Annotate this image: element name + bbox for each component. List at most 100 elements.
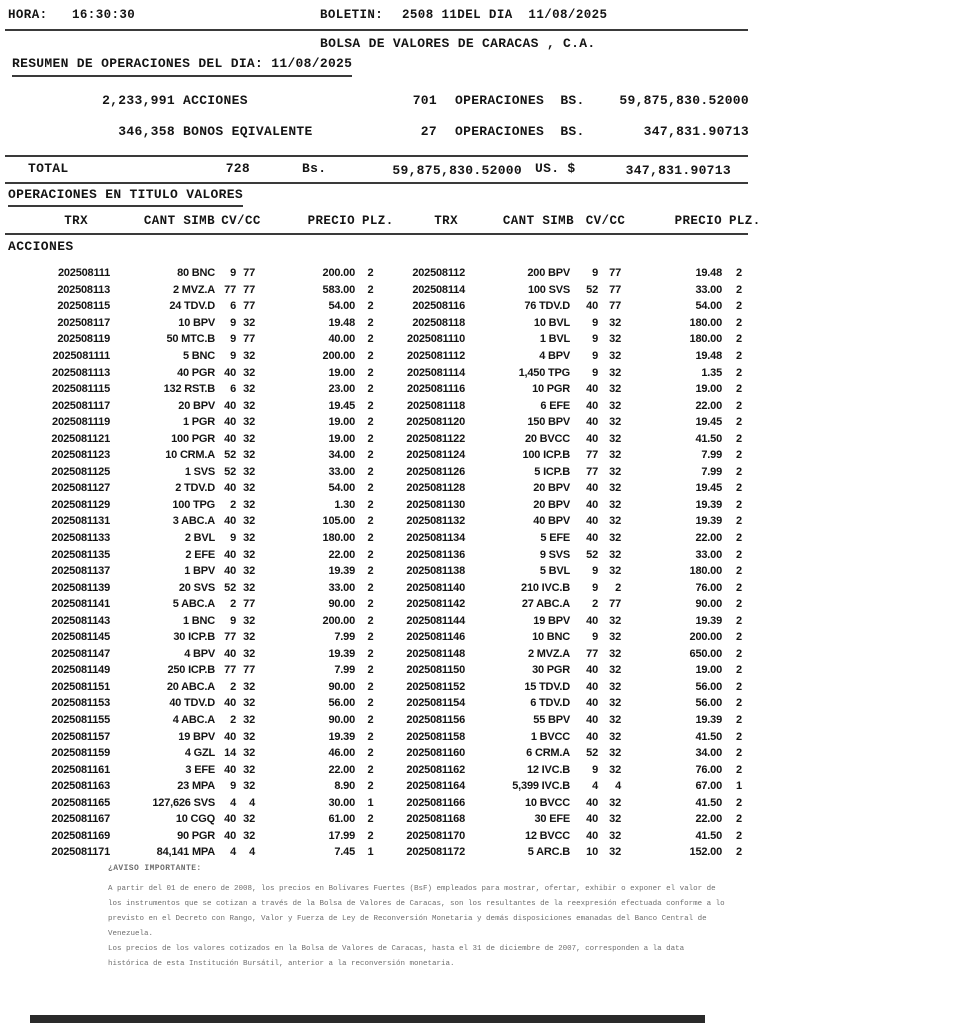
table-row: 2025081149 250 ICP.B 77 77 7.99 2 2025081150 30… <box>0 662 752 679</box>
cc-cell: 32 <box>243 383 255 396</box>
cant-simb-cell: 19 BPV <box>178 730 215 743</box>
plz-cell: 2 <box>736 449 742 462</box>
boletin-label: BOLETIN: <box>320 8 384 22</box>
cv-cell: 77 <box>224 631 236 644</box>
plz-cell: 2 <box>367 680 374 693</box>
cv-cell: 40 <box>586 432 598 445</box>
trx-cell: 2025081134 <box>406 532 465 545</box>
plz-cell: 2 <box>736 350 742 362</box>
trx-cell: 202508116 <box>412 300 465 313</box>
hora-value: 16:30:30 <box>72 8 136 22</box>
cc-cell: 32 <box>609 763 621 776</box>
precio-cell: 90.00 <box>328 598 355 611</box>
cc-cell: 32 <box>243 763 255 776</box>
precio-cell: 34.00 <box>695 747 722 760</box>
cc-cell: 32 <box>609 664 621 677</box>
cv-cell: 6 <box>230 383 236 396</box>
trx-cell: 2025081116 <box>407 383 465 396</box>
cc-cell: 32 <box>609 432 621 445</box>
plz-cell: 2 <box>367 647 374 660</box>
plz-cell: 2 <box>736 548 742 561</box>
trx-cell: 202508114 <box>412 283 465 296</box>
precio-cell: 56.00 <box>695 680 722 693</box>
trx-cell: 2025081166 <box>406 796 465 809</box>
trx-cell: 2025081156 <box>406 714 465 727</box>
plz-cell: 2 <box>367 333 374 346</box>
bottom-bar <box>30 1015 705 1023</box>
cv-cell: 40 <box>224 515 236 528</box>
plz-cell: 2 <box>736 829 742 842</box>
trx-cell: 2025081153 <box>51 697 110 710</box>
cant-simb-cell: 3 ABC.A <box>172 515 215 528</box>
table-row: 2025081137 1 BPV 40 32 19.39 2 2025081138 5 BVL… <box>0 563 752 580</box>
cant-simb-cell: 15 TDV.D <box>524 680 570 693</box>
cv-cell: 77 <box>224 283 236 296</box>
precio-cell: 650.00 <box>689 647 723 660</box>
cc-cell: 32 <box>243 565 255 578</box>
cant-simb-cell: 127,626 SVS <box>152 796 215 809</box>
plz-cell: 2 <box>736 796 742 809</box>
precio-cell: 22.00 <box>695 399 722 412</box>
total-top-divider <box>5 155 748 157</box>
plz-cell: 2 <box>736 383 742 396</box>
plz-cell: 2 <box>736 813 742 826</box>
cant-simb-cell: 84,141 MPA <box>156 846 216 859</box>
cc-cell: 32 <box>243 614 255 627</box>
trx-cell: 2025081167 <box>51 813 110 826</box>
trx-cell: 2025081152 <box>406 680 465 693</box>
plz-cell: 2 <box>736 532 742 545</box>
trx-cell: 2025081141 <box>51 598 110 611</box>
aviso-line: histórica de esta Institución Bursátil, … <box>108 960 455 968</box>
cc-cell: 32 <box>609 730 621 743</box>
cc-cell: 32 <box>609 565 621 578</box>
precio-cell: 23.00 <box>328 383 355 396</box>
total-amount-usd: 347,831.90713 <box>625 163 731 178</box>
col-trx-left: TRX <box>64 214 88 228</box>
cc-cell: 32 <box>609 846 621 859</box>
cant-simb-cell: 5 BNC <box>182 350 215 362</box>
precio-cell: 56.00 <box>695 697 722 710</box>
trx-cell: 2025081159 <box>51 747 110 760</box>
plz-cell: 2 <box>736 631 742 644</box>
cant-simb-cell: 10 BNC <box>532 631 570 644</box>
plz-cell: 2 <box>367 416 374 429</box>
trx-cell: 2025081154 <box>406 697 465 710</box>
cc-cell: 32 <box>243 581 255 594</box>
precio-cell: 19.00 <box>328 416 355 429</box>
trx-cell: 2025081113 <box>52 366 110 379</box>
cant-simb-cell: 40 TDV.D <box>169 697 215 710</box>
precio-cell: 46.00 <box>328 747 355 760</box>
cv-cell: 9 <box>230 532 236 545</box>
plz-cell: 2 <box>367 664 374 677</box>
cant-simb-cell: 5 ARC.B <box>527 846 570 859</box>
cc-cell: 32 <box>243 350 255 362</box>
cant-simb-cell: 4 ABC.A <box>172 714 215 727</box>
trx-cell: 2025081132 <box>406 515 465 528</box>
precio-cell: 41.50 <box>695 796 722 809</box>
precio-cell: 1.35 <box>701 366 722 379</box>
table-row: 2025081113 40 PGR 40 32 19.00 2 2025081114 1,45… <box>0 364 752 381</box>
precio-cell: 19.39 <box>695 498 722 511</box>
trx-cell: 2025081110 <box>407 333 465 346</box>
trx-cell: 2025081133 <box>51 532 110 545</box>
trx-cell: 202508112 <box>412 267 465 280</box>
trx-cell: 202508119 <box>57 333 110 346</box>
cv-cell: 40 <box>586 614 598 627</box>
cc-cell: 32 <box>243 680 255 693</box>
table-row: 202508113 2 MVZ.A 77 77 583.00 2 202508114 100 … <box>0 282 752 299</box>
precio-cell: 19.00 <box>328 432 355 445</box>
cv-cell: 9 <box>592 565 598 578</box>
cant-simb-cell: 23 MPA <box>177 780 215 793</box>
plz-cell: 1 <box>367 796 374 809</box>
cc-cell: 32 <box>609 416 621 429</box>
plz-cell: 2 <box>367 366 374 379</box>
cant-simb-cell: 5 EFE <box>540 532 570 545</box>
table-row: 2025081163 23 MPA 9 32 8.90 2 2025081164 5,399 … <box>0 778 752 795</box>
aviso-heading: ¿AVISO IMPORTANTE: <box>108 864 202 873</box>
precio-cell: 200.00 <box>322 614 356 627</box>
page-title: BOLSA DE VALORES DE CARACAS , C.A. <box>320 36 596 51</box>
precio-cell: 19.00 <box>695 664 722 677</box>
cant-simb-cell: 1,450 TPG <box>518 366 571 379</box>
cv-cell: 52 <box>224 581 236 594</box>
trx-cell: 202508111 <box>57 267 110 280</box>
